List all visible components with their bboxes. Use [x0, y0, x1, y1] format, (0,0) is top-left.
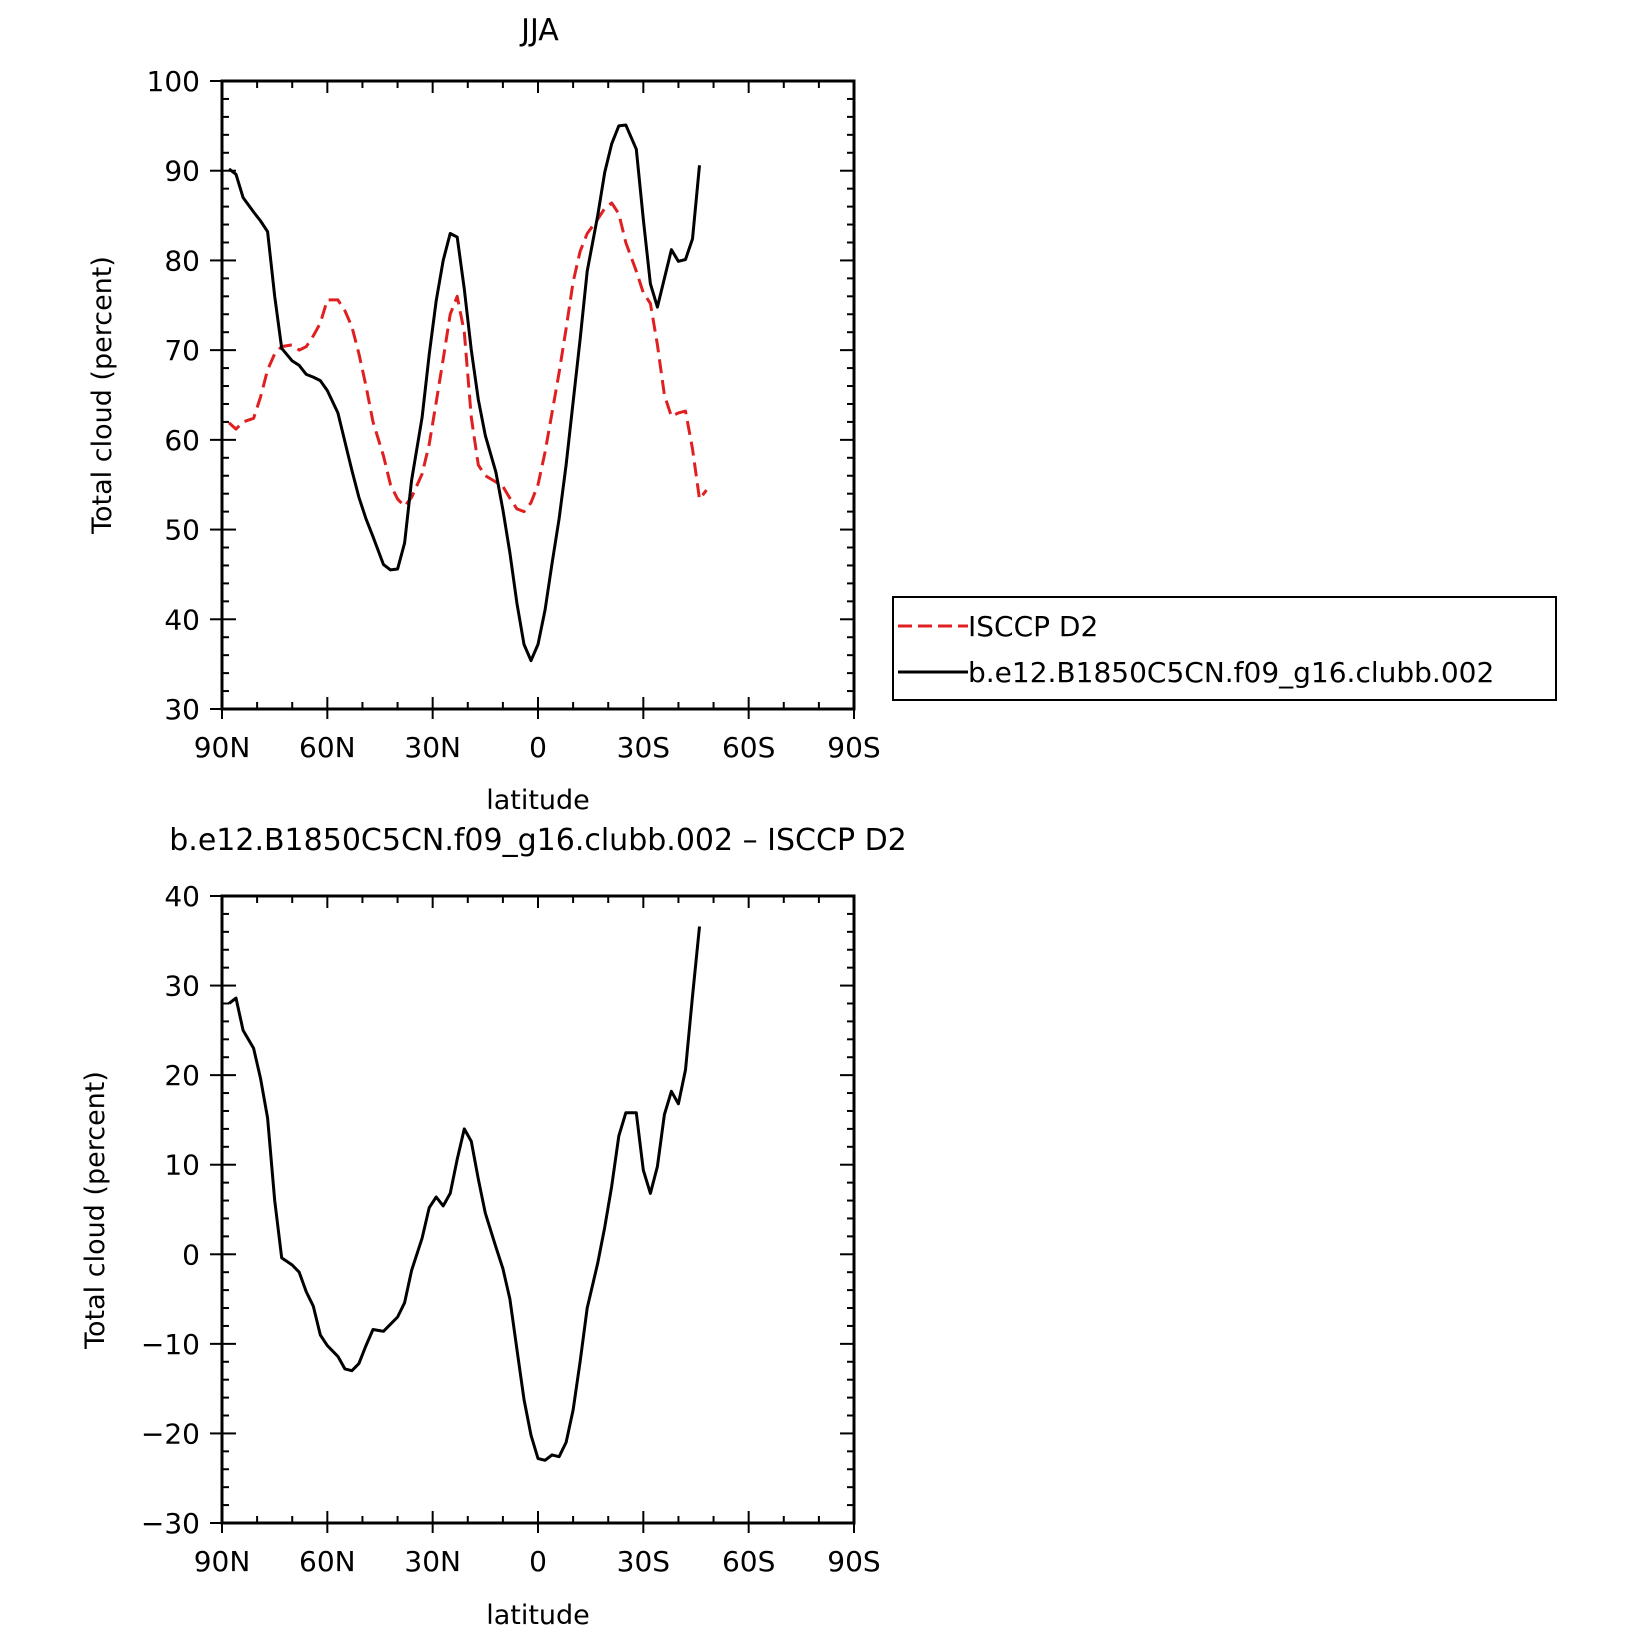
y-tick-label: −20: [141, 1417, 200, 1450]
y-tick-label: 10: [164, 1149, 200, 1182]
x-tick-label: 0: [529, 1545, 547, 1578]
top-ticks: 90N 60N 30N 0 30S 60S 90S 30 40 50 60 70 80 90 100: [147, 65, 881, 764]
top-series-line-0: [227, 201, 708, 514]
x-tick-label: 60N: [299, 731, 356, 764]
x-tick-label: 0: [529, 731, 547, 764]
bottom-panel: b.e12.B1850C5CN.f09_g16.clubb.002 – ISCC…: [80, 823, 907, 1630]
bottom-plot-frame: [220, 894, 856, 1525]
y-tick-label: 100: [147, 65, 200, 98]
legend: ISCCP D2 b.e12.B1850C5CN.f09_g16.clubb.0…: [892, 596, 1557, 701]
bottom-series-line-0: [228, 926, 701, 1462]
y-tick-label: 0: [182, 1238, 200, 1271]
y-tick-label: 40: [164, 880, 200, 913]
legend-label-model: b.e12.B1850C5CN.f09_g16.clubb.002: [968, 656, 1494, 689]
top-plot-frame: [220, 79, 856, 711]
bottom-x-axis-title: latitude: [486, 1600, 590, 1630]
y-tick-label: 20: [164, 1059, 200, 1092]
top-series-line-1: [228, 123, 701, 663]
bottom-plot-title: b.e12.B1850C5CN.f09_g16.clubb.002 – ISCC…: [169, 823, 907, 858]
x-tick-label: 30S: [617, 731, 670, 764]
y-tick-label: 60: [164, 424, 200, 457]
x-tick-label: 30N: [404, 1545, 461, 1578]
y-tick-label: 30: [164, 693, 200, 726]
y-tick-label: −30: [141, 1507, 200, 1540]
legend-label-isccp: ISCCP D2: [968, 610, 1098, 643]
y-tick-label: 80: [164, 244, 200, 277]
top-x-axis-title: latitude: [486, 785, 590, 816]
x-tick-label: 60S: [722, 731, 775, 764]
x-tick-label: 90S: [827, 1545, 880, 1578]
bottom-series-layer: [228, 926, 701, 1462]
x-tick-label: 60N: [299, 1545, 356, 1578]
y-tick-label: 90: [164, 155, 200, 188]
x-tick-label: 30N: [404, 731, 461, 764]
y-tick-label: 30: [164, 970, 200, 1003]
x-tick-label: 60S: [722, 1545, 775, 1578]
top-plot-title: JJA: [519, 13, 559, 48]
x-tick-label: 30S: [617, 1545, 670, 1578]
top-series-layer: [227, 123, 708, 663]
legend-box: [892, 596, 1557, 701]
top-panel: JJA 90N 60N 30N 0 30S 60S 90S 30 40 50 60 70 80 90 100…: [87, 13, 881, 816]
x-tick-label: 90N: [194, 731, 251, 764]
y-tick-label: 70: [164, 334, 200, 367]
y-tick-label: 40: [164, 603, 200, 636]
y-tick-label: 50: [164, 514, 200, 547]
bottom-ticks: 90N 60N 30N 0 30S 60S 90S −30 −20 −10 0 10 20 30 40: [141, 880, 881, 1578]
x-tick-label: 90S: [827, 731, 880, 764]
bottom-y-axis-title: Total cloud (percent): [80, 1071, 111, 1350]
x-tick-label: 90N: [194, 1545, 251, 1578]
top-y-axis-title: Total cloud (percent): [87, 256, 118, 535]
y-tick-label: −10: [141, 1328, 200, 1361]
